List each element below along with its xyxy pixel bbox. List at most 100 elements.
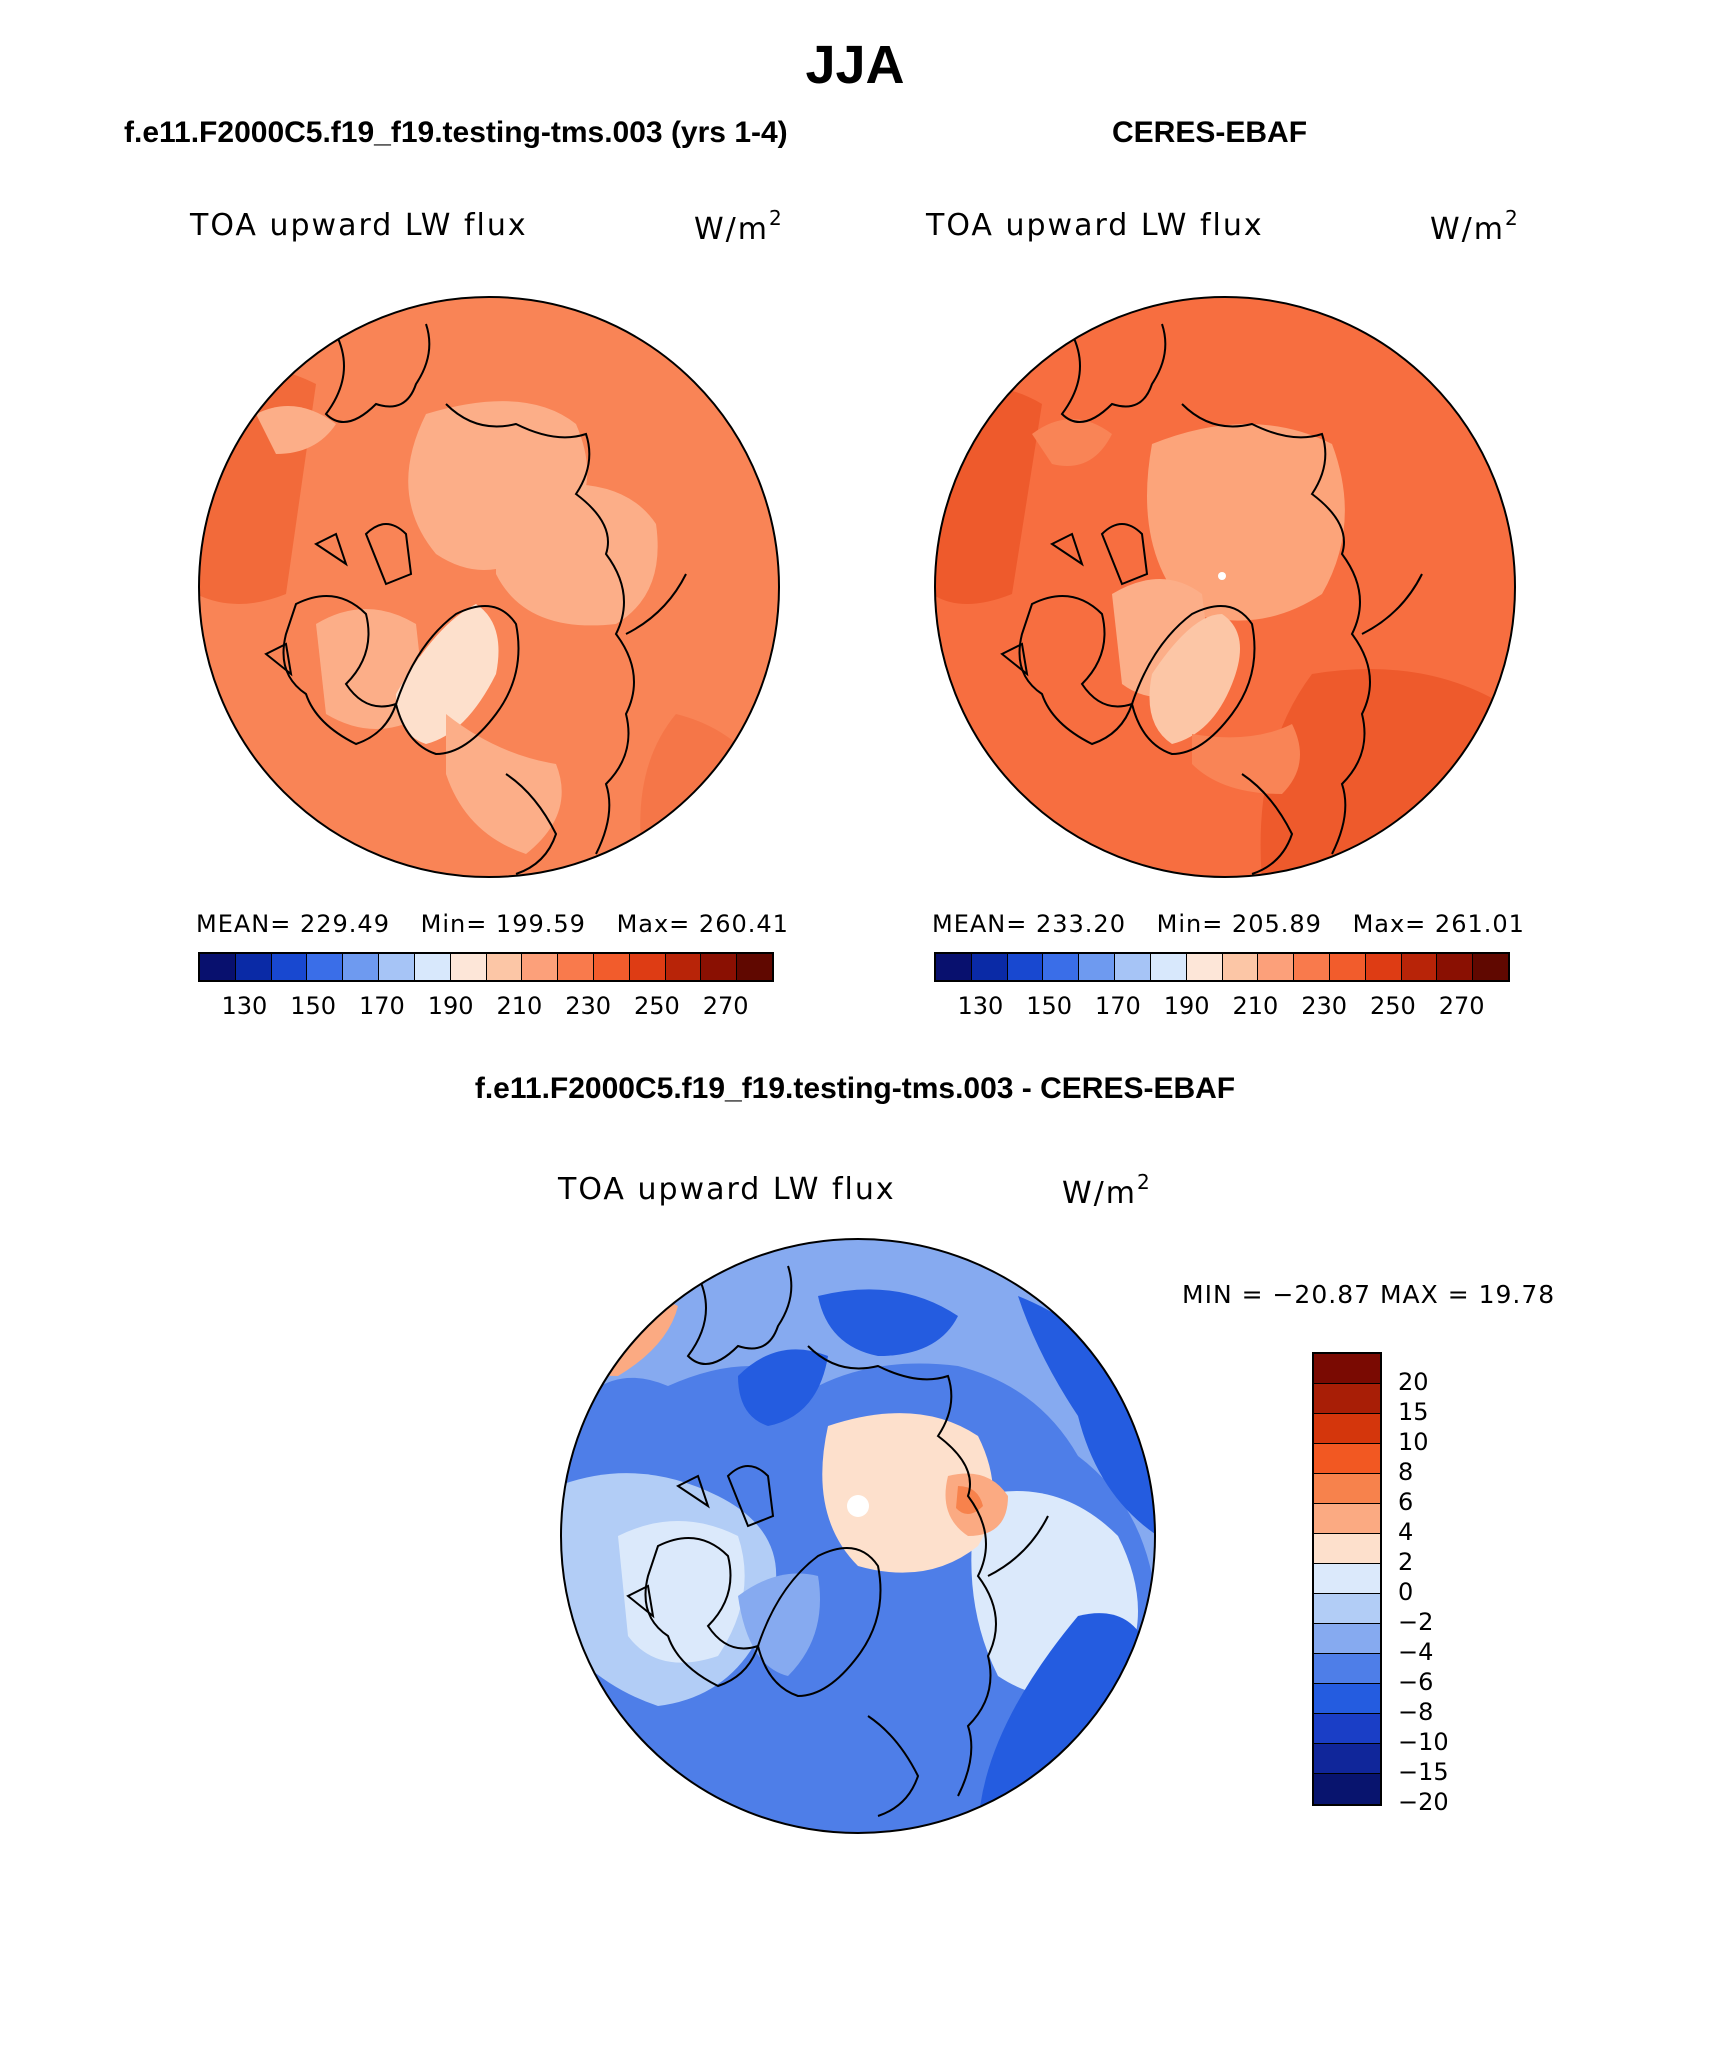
panel-left-stats: MEAN= 229.49 Min= 199.59 Max= 260.41 [196,910,796,938]
diff-coastlines [626,1265,1049,1817]
diff-colorbar-swatch-10 [1314,1654,1380,1684]
page-title: JJA [805,35,905,95]
colorbar-swatch-1 [235,954,272,980]
panel-left-unit: W/m2 [694,206,784,247]
left-greenland-region [396,604,499,744]
diff-negative-band [561,1363,1155,1833]
colorbar-tick-label: 150 [1026,992,1073,1020]
diff-colorbar-tick-label: 2 [1398,1548,1414,1576]
colorbar-swatch-11 [1329,954,1366,980]
colorbar-swatch-10 [558,954,594,980]
panel-left-min: Min= 199.59 [420,910,586,938]
diff-colorbar-swatch-5 [1314,1504,1380,1534]
colorbar-tick-label: 190 [1163,992,1210,1020]
colorbar-swatch-12 [629,954,666,980]
diff-colorbar-swatch-3 [1314,1444,1380,1474]
colorbar-swatch-5 [379,954,415,980]
right-arctic-region [1147,424,1345,621]
diff-colorbar-swatch-1 [1314,1384,1380,1414]
diff-colorbar-swatch-14 [1314,1774,1380,1804]
colorbar-tick-label: 170 [358,992,405,1020]
diff-colorbar-swatch-13 [1314,1744,1380,1774]
colorbar-tick-label: 210 [1232,992,1279,1020]
panel-right-colorbar [934,952,1510,982]
diff-panel-map [560,1238,1156,1834]
colorbar-swatch-11 [593,954,630,980]
colorbar-swatch-10 [1294,954,1330,980]
diff-colorbar-tick-label: −2 [1398,1608,1434,1636]
colorbar-swatch-14 [701,954,738,980]
colorbar-swatch-3 [307,954,344,980]
diff-colorbar-swatch-8 [1314,1594,1380,1624]
colorbar-swatch-7 [450,954,487,980]
panel-right-map [934,296,1516,878]
colorbar-tick-label: 250 [633,992,680,1020]
colorbar-swatch-7 [1186,954,1223,980]
diff-colorbar-swatch-12 [1314,1714,1380,1744]
colorbar-swatch-9 [1258,954,1295,980]
colorbar-swatch-13 [1401,954,1438,980]
colorbar-tick-label: 270 [1438,992,1485,1020]
diff-positive-region [822,1413,993,1573]
colorbar-swatch-15 [737,954,772,980]
colorbar-swatch-15 [1473,954,1508,980]
panel-left-colorbar-ticks: 130 150 170 190 210 230 250 270 [210,992,760,1020]
panel-left-variable-label: TOA upward LW flux [190,208,528,243]
colorbar-swatch-0 [936,954,972,980]
diff-panel-colorbar [1312,1352,1382,1806]
colorbar-swatch-6 [1150,954,1187,980]
diff-colorbar-tick-label: 20 [1398,1368,1429,1396]
diff-colorbar-tick-label: 15 [1398,1398,1429,1426]
colorbar-swatch-1 [971,954,1008,980]
panel-left-map [198,296,780,878]
panel-left-map-border [198,296,780,878]
diff-colorbar-swatch-9 [1314,1624,1380,1654]
right-coastlines [1000,323,1423,875]
diff-colorbar-tick-label: −4 [1398,1638,1434,1666]
left-warm-region-se [640,714,779,877]
panel-right-stats: MEAN= 233.20 Min= 205.89 Max= 261.01 [932,910,1532,938]
diff-colorbar-tick-label: −15 [1398,1758,1449,1786]
colorbar-tick-label: 130 [957,992,1004,1020]
diff-panel-variable-label: TOA upward LW flux [558,1172,896,1207]
panel-right-variable-label: TOA upward LW flux [926,208,1264,243]
diff-colorbar-tick-label: 8 [1398,1458,1414,1486]
diff-colorbar-swatch-6 [1314,1534,1380,1564]
panel-right-min: Min= 205.89 [1156,910,1322,938]
colorbar-tick-label: 130 [221,992,268,1020]
colorbar-swatch-5 [1115,954,1151,980]
panel-right-title: CERES-EBAF [1112,116,1308,149]
right-greenland-region [1149,614,1240,744]
colorbar-tick-label: 230 [565,992,612,1020]
diff-colorbar-swatch-4 [1314,1474,1380,1504]
diff-colorbar-swatch-2 [1314,1414,1380,1444]
diff-colorbar-tick-label: 10 [1398,1428,1429,1456]
diff-colorbar-swatch-0 [1314,1354,1380,1384]
diff-colorbar-swatch-7 [1314,1564,1380,1594]
colorbar-tick-label: 190 [427,992,474,1020]
panel-left-mean: MEAN= 229.49 [196,910,390,938]
colorbar-tick-label: 150 [290,992,337,1020]
panel-right-max: Max= 261.01 [1352,910,1525,938]
diff-panel-unit: W/m2 [1062,1170,1152,1211]
colorbar-swatch-9 [522,954,559,980]
colorbar-swatch-6 [414,954,451,980]
diff-panel-title: f.e11.F2000C5.f19_f19.testing-tms.003 - … [474,1072,1236,1105]
colorbar-swatch-8 [486,954,523,980]
colorbar-swatch-14 [1437,954,1474,980]
right-warm-region-se [1260,669,1515,877]
colorbar-swatch-4 [1079,954,1116,980]
panel-right-mean: MEAN= 233.20 [932,910,1126,938]
panel-right-unit: W/m2 [1430,206,1520,247]
colorbar-swatch-4 [343,954,380,980]
diff-colorbar-tick-label: 6 [1398,1488,1414,1516]
panel-left-title: f.e11.F2000C5.f19_f19.testing-tms.003 (y… [124,116,788,149]
colorbar-swatch-3 [1043,954,1080,980]
panel-right-map-border [934,296,1516,878]
colorbar-swatch-8 [1222,954,1259,980]
diff-colorbar-tick-label: 0 [1398,1578,1414,1606]
colorbar-tick-label: 230 [1301,992,1348,1020]
colorbar-swatch-13 [665,954,702,980]
colorbar-tick-label: 250 [1369,992,1416,1020]
diff-colorbar-tick-label: −6 [1398,1668,1434,1696]
